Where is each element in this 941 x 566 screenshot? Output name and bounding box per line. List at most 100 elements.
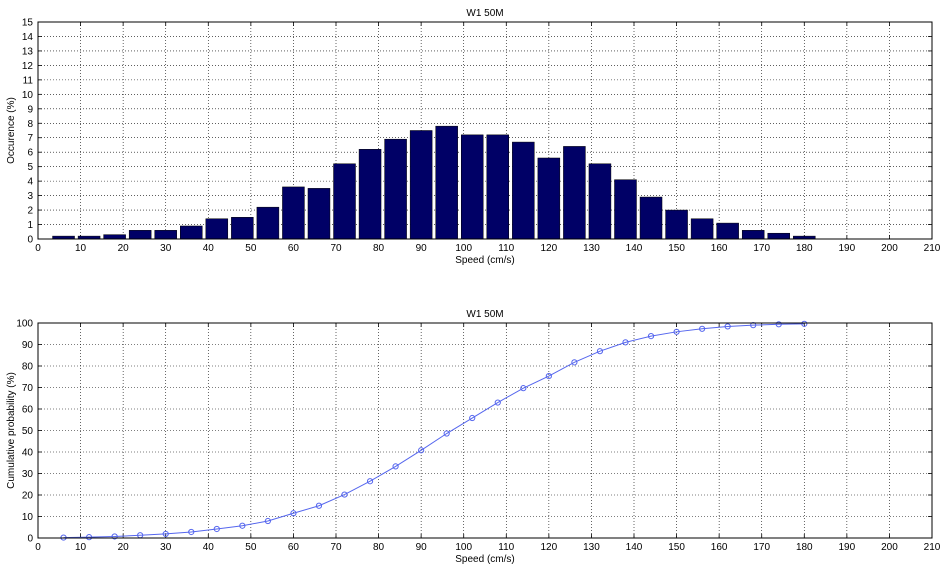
chart2-ytick-label: 60 <box>22 405 34 416</box>
chart2-xtick-label: 120 <box>541 542 558 553</box>
chart2-point <box>315 502 323 509</box>
chart1-bar <box>435 125 458 240</box>
chart1-bar <box>307 188 331 240</box>
chart1-bar <box>256 206 280 240</box>
chart1-xtick-label: 80 <box>373 243 385 254</box>
chart2-xlabel: Speed (cm/s) <box>455 554 514 565</box>
chart2-xtick-label: 180 <box>796 542 813 553</box>
chart1-ytick-label: 7 <box>27 133 33 144</box>
chart2-frame <box>37 322 933 539</box>
chart2-xtick-label: 210 <box>924 542 941 553</box>
chart2-xtick-label: 80 <box>373 542 385 553</box>
chart2-ytick-label: 100 <box>16 319 33 330</box>
chart1-bar <box>205 218 229 240</box>
chart2-point <box>545 373 552 380</box>
chart2-xtick-label: 150 <box>668 542 685 553</box>
chart1-bar <box>690 218 714 240</box>
chart1-xtick-label: 50 <box>245 243 257 254</box>
chart2-ytick-label: 20 <box>22 491 34 502</box>
chart2-point <box>188 528 195 536</box>
chart2-point <box>213 525 220 533</box>
chart2-xtick-label: 20 <box>118 542 130 553</box>
chart1-xtick-label: 160 <box>711 243 728 254</box>
chart1-bars <box>52 125 816 240</box>
chart1-xtick-label: 100 <box>455 243 472 254</box>
chart2-point <box>111 533 118 540</box>
chart2-point <box>724 323 731 330</box>
chart1-bar <box>333 163 356 240</box>
chart1-grid <box>38 22 932 239</box>
chart1-xtick-label: 110 <box>498 243 514 254</box>
chart1-xtick-label: 210 <box>924 243 941 254</box>
chart1-ytick-label: 1 <box>27 220 33 231</box>
chart2-xtick-label: 60 <box>288 542 300 553</box>
chart1-bar <box>486 134 510 240</box>
histogram-chart: W1 50M Speed (cm/s) Occurence (%) 0 10 20 3… <box>6 8 941 266</box>
chart2-point <box>571 359 578 366</box>
chart2-point <box>366 478 374 485</box>
chart1-ytick-label: 10 <box>22 90 34 101</box>
chart1-bar <box>588 163 612 240</box>
chart1-bar <box>103 234 126 240</box>
chart2-point <box>418 447 425 454</box>
chart1-xtick-label: 140 <box>626 243 643 254</box>
chart2-ytick-label: 80 <box>22 362 34 373</box>
chart1-ytick-label: 0 <box>27 235 33 246</box>
chart2-point <box>699 325 706 332</box>
chart1-xtick-label: 30 <box>160 243 172 254</box>
chart1-ytick-label: 6 <box>27 148 33 159</box>
chart1-xlabel: Speed (cm/s) <box>455 255 514 266</box>
chart2-xtick-label: 140 <box>626 542 643 553</box>
chart2-ytick-label: 70 <box>22 383 34 394</box>
chart2-point <box>341 491 348 498</box>
chart2-xtick-label: 90 <box>416 542 428 553</box>
chart1-xtick-label: 180 <box>796 243 813 254</box>
chart2-xtick-label: 50 <box>245 542 257 553</box>
chart2-xtick-label: 200 <box>881 542 898 553</box>
chart2-xtick-label: 190 <box>839 542 856 553</box>
chart2-point <box>520 385 527 392</box>
chart2-ytick-label: 10 <box>22 512 34 523</box>
chart2-xtick-label: 30 <box>160 542 172 553</box>
chart2-title: W1 50M <box>466 309 503 320</box>
chart2-xtick-label: 170 <box>753 542 770 553</box>
chart2-point <box>673 328 680 335</box>
chart1-ytick-label: 4 <box>27 177 33 188</box>
chart2-ytick-label: 40 <box>22 448 34 459</box>
chart1-frame <box>37 21 933 240</box>
chart2-point <box>469 414 476 422</box>
chart2-points <box>60 320 808 541</box>
chart2-point <box>85 534 93 541</box>
chart2-grid <box>38 323 932 538</box>
chart1-ytick-label: 9 <box>27 104 33 115</box>
chart1-xtick-label: 200 <box>881 243 898 254</box>
chart1-bar <box>231 217 254 240</box>
chart1-bar <box>563 146 586 240</box>
chart2-ytick-label: 0 <box>27 534 33 545</box>
chart2-xtick-label: 40 <box>203 542 215 553</box>
chart1-bar <box>767 232 790 240</box>
chart1-ytick-label: 2 <box>27 206 33 217</box>
chart2-ylabel: Cumulative probability (%) <box>6 372 17 489</box>
chart1-ytick-label: 5 <box>27 162 33 173</box>
chart1-xtick-label: 60 <box>288 243 300 254</box>
chart2-point <box>443 430 450 437</box>
chart2-point <box>647 333 655 340</box>
chart1-ytick-label: 12 <box>22 61 34 72</box>
chart1-xtick-label: 150 <box>668 243 685 254</box>
chart1-ytick-label: 11 <box>23 75 34 86</box>
chart1-xtick-label: 10 <box>75 243 87 254</box>
chart1-xtick-label: 130 <box>583 243 600 254</box>
chart1-bar <box>358 149 382 240</box>
chart2-ytick-label: 30 <box>22 469 34 480</box>
chart2-ytick-label: 50 <box>22 426 34 437</box>
chart2-series-line <box>63 323 805 539</box>
chart1-ytick-label: 3 <box>27 191 33 202</box>
chart1-ytick-label: 15 <box>22 18 34 29</box>
chart1-bar <box>614 179 637 240</box>
chart1-xtick-label: 70 <box>330 243 342 254</box>
chart2-ytick-label: 90 <box>22 340 34 351</box>
chart2-point <box>775 321 782 328</box>
chart1-bar <box>639 196 663 240</box>
